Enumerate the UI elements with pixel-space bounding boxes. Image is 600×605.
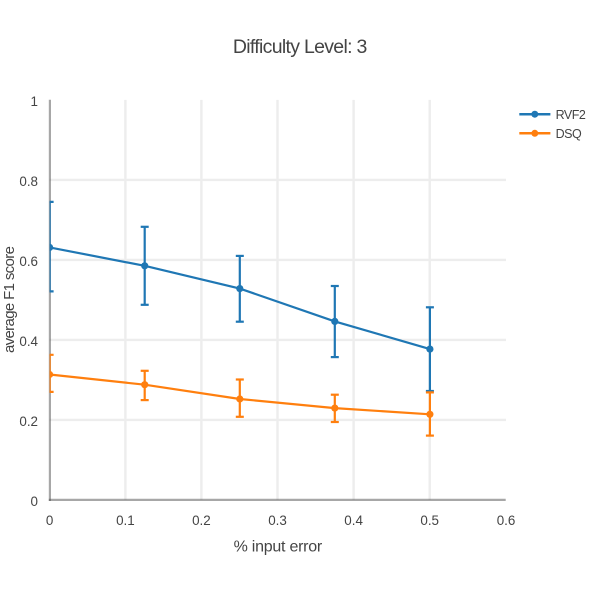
svg-text:0.2: 0.2 [19,414,38,429]
svg-text:0.1: 0.1 [116,513,135,528]
svg-text:0.5: 0.5 [420,513,439,528]
svg-text:% input error: % input error [234,539,323,556]
svg-text:0.2: 0.2 [192,513,211,528]
svg-text:0.6: 0.6 [497,513,516,528]
svg-text:Difficulty Level: 3: Difficulty Level: 3 [233,36,367,58]
svg-text:average F1 score: average F1 score [1,246,18,353]
svg-text:0.3: 0.3 [268,513,287,528]
svg-text:0: 0 [31,494,38,509]
svg-text:RVF2: RVF2 [556,108,586,122]
svg-text:0.4: 0.4 [344,513,363,528]
svg-text:DSQ: DSQ [556,127,582,141]
svg-text:0.4: 0.4 [19,334,38,349]
svg-text:0.6: 0.6 [19,254,38,269]
svg-text:1: 1 [31,94,38,109]
svg-text:0: 0 [46,513,53,528]
svg-text:0.8: 0.8 [19,174,38,189]
